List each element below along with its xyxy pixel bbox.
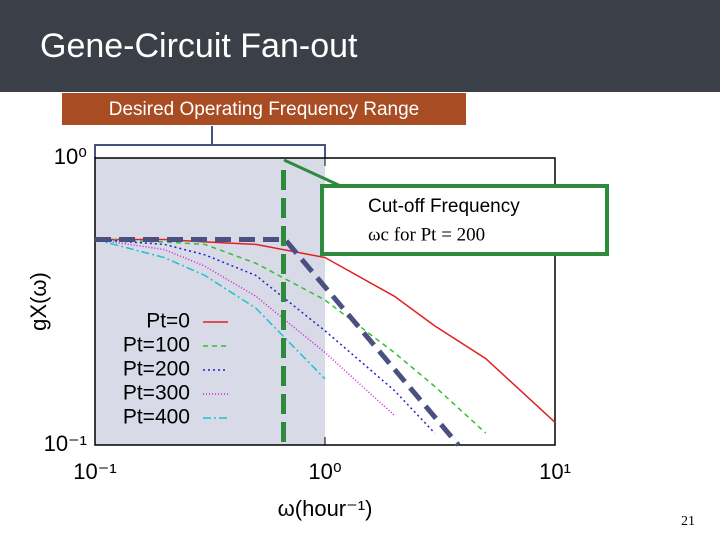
- x-axis-label: ω(hour⁻¹): [278, 496, 373, 521]
- y-tick-label: 10⁻¹: [44, 431, 87, 456]
- x-tick-label: 10⁰: [308, 459, 341, 484]
- legend-label: Pt=200: [123, 358, 190, 381]
- series-line: [94, 238, 326, 380]
- callout-arrow: [283, 158, 346, 190]
- series-line: [94, 238, 436, 434]
- x-tick-label: 10⁻¹: [73, 459, 116, 484]
- legend-label: Pt=300: [123, 382, 190, 405]
- page-number: 21: [681, 514, 695, 529]
- callout-text: ωc for Pt = 200: [368, 224, 485, 245]
- legend-label: Pt=400: [123, 406, 190, 429]
- slide-title: Gene-Circuit Fan-out: [40, 27, 358, 65]
- callout-text: Cut-off Frequency: [368, 196, 520, 217]
- x-tick-label: 10¹: [539, 459, 571, 484]
- callout-box: [320, 184, 609, 256]
- legend-label: Pt=100: [123, 334, 190, 357]
- range-label: Desired Operating Frequency Range: [109, 99, 420, 120]
- legend-label: Pt=0: [146, 310, 190, 333]
- series-line: [94, 238, 487, 434]
- range-bracket: [94, 144, 326, 158]
- header-band: [0, 0, 720, 92]
- y-axis-label: gX(ω): [26, 272, 51, 331]
- approx-line: [95, 237, 461, 447]
- shaded-range: [95, 158, 325, 445]
- y-tick-label: 10⁰: [54, 144, 87, 169]
- range-label-box: [62, 93, 466, 125]
